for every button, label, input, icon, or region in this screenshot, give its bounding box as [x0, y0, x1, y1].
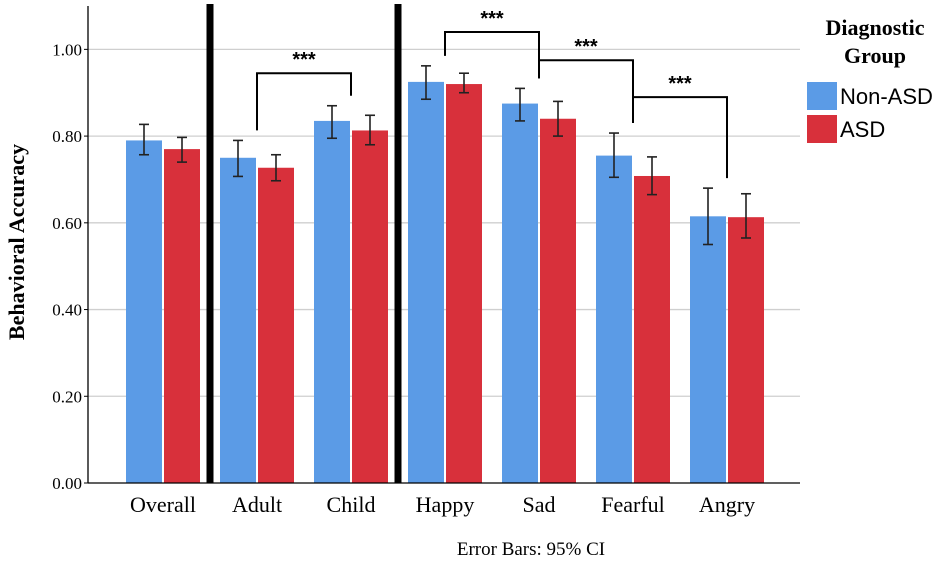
significance-label: *** [292, 49, 316, 71]
bar-fearful-non-asd [596, 155, 632, 483]
x-tick-label-happy: Happy [416, 492, 475, 517]
axes [87, 6, 800, 484]
bar-child-non-asd [314, 120, 350, 483]
error-bar-angry-non-asd [703, 187, 713, 246]
bar-sad-non-asd [502, 103, 538, 484]
bar-adult-non-asd [220, 157, 256, 484]
significance-sad-fearful: *** [538, 36, 634, 124]
significance-happy-sad: *** [444, 8, 540, 79]
error-bar-happy-non-asd [421, 65, 431, 101]
x-tick-label-adult: Adult [232, 492, 282, 517]
bar-happy-asd [446, 84, 482, 484]
y-tick-label: 0.40 [52, 301, 82, 320]
error-bar-sad-asd [553, 100, 563, 137]
legend-label-asd: ASD [840, 117, 885, 142]
y-tick-label: 0.20 [52, 387, 82, 406]
error-bar-fearful-asd [647, 156, 657, 196]
x-tick-label-fearful: Fearful [601, 492, 665, 517]
error-bar-adult-non-asd [233, 139, 243, 178]
bar-happy-non-asd [408, 81, 444, 484]
legend-title-line2: Group [844, 43, 906, 68]
x-tick-label-child: Child [327, 492, 376, 517]
x-tick-label-sad: Sad [523, 492, 556, 517]
error-bar-happy-asd [459, 72, 469, 94]
error-bar-child-non-asd [327, 104, 337, 140]
significance-label: *** [480, 8, 504, 30]
error-bar-overall-non-asd [139, 123, 149, 156]
y-tick-label: 0.60 [52, 214, 82, 233]
error-bar-adult-asd [271, 153, 281, 182]
bars [126, 81, 764, 484]
y-tick-label: 0.00 [52, 474, 82, 493]
separator-after-overall [206, 4, 214, 483]
separator-after-child [394, 4, 402, 483]
legend-swatch-asd [807, 115, 837, 143]
significance-label: *** [668, 73, 692, 95]
legend: Diagnostic Group Non-ASD ASD [807, 15, 933, 143]
error-bar-angry-asd [741, 192, 751, 239]
bar-adult-asd [258, 167, 294, 483]
significance-adult-child: *** [256, 49, 352, 131]
x-tick-label-angry: Angry [699, 492, 755, 517]
significance-fearful-angry: *** [632, 73, 728, 179]
bar-fearful-asd [634, 175, 670, 483]
error-bars [139, 65, 751, 246]
x-tick-labels: Overall Adult Child Happy Sad Fearful Angry [130, 492, 755, 517]
legend-label-non-asd: Non-ASD [840, 84, 933, 109]
error-bar-sad-non-asd [515, 87, 525, 122]
x-tick-label-overall: Overall [130, 492, 196, 517]
legend-swatch-non-asd [807, 82, 837, 110]
y-tick-label: 1.00 [52, 40, 82, 59]
footnote: Error Bars: 95% CI [457, 539, 605, 560]
bar-overall-non-asd [126, 140, 162, 483]
error-bar-overall-asd [177, 136, 187, 163]
legend-title-line1: Diagnostic [826, 15, 925, 40]
group-separators [206, 4, 402, 483]
bar-overall-asd [164, 149, 200, 483]
bar-angry-non-asd [690, 216, 726, 483]
significance-brackets: *** *** *** *** [256, 8, 728, 179]
bar-sad-asd [540, 118, 576, 483]
y-axis-label: Behavioral Accuracy [4, 144, 29, 340]
y-tick-labels: 0.00 0.20 0.40 0.60 0.80 1.00 [52, 40, 88, 493]
bar-angry-asd [728, 217, 764, 483]
error-bar-child-asd [365, 114, 375, 146]
y-tick-label: 0.80 [52, 127, 82, 146]
error-bar-fearful-non-asd [609, 132, 619, 179]
bar-child-asd [352, 130, 388, 483]
significance-label: *** [574, 36, 598, 58]
